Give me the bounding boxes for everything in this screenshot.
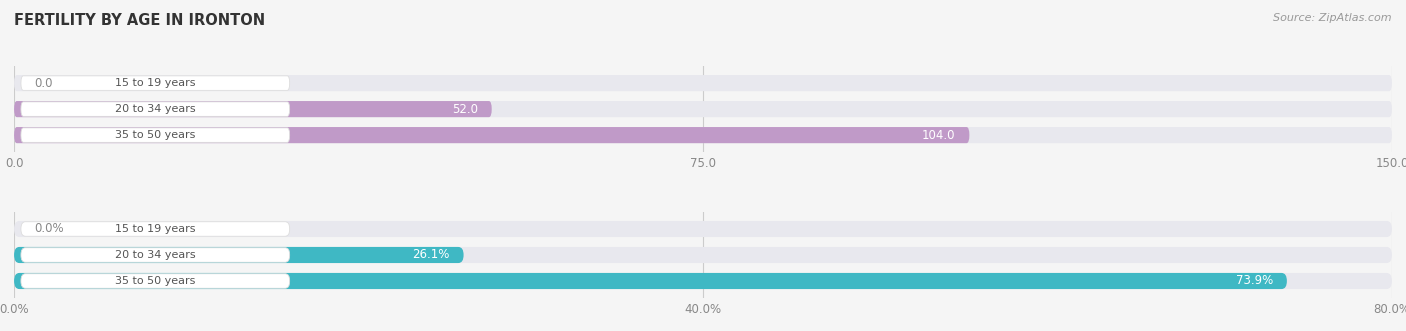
Text: 15 to 19 years: 15 to 19 years: [115, 224, 195, 234]
Text: 20 to 34 years: 20 to 34 years: [115, 250, 195, 260]
FancyBboxPatch shape: [14, 273, 1286, 289]
Text: 0.0%: 0.0%: [35, 222, 65, 235]
Text: 35 to 50 years: 35 to 50 years: [115, 276, 195, 286]
FancyBboxPatch shape: [21, 248, 290, 262]
Text: 20 to 34 years: 20 to 34 years: [115, 104, 195, 114]
Text: 104.0: 104.0: [922, 129, 956, 142]
Text: Source: ZipAtlas.com: Source: ZipAtlas.com: [1274, 13, 1392, 23]
FancyBboxPatch shape: [21, 274, 290, 288]
Text: 52.0: 52.0: [451, 103, 478, 116]
FancyBboxPatch shape: [14, 75, 1392, 91]
FancyBboxPatch shape: [14, 127, 1392, 143]
FancyBboxPatch shape: [21, 128, 290, 142]
Text: 35 to 50 years: 35 to 50 years: [115, 130, 195, 140]
FancyBboxPatch shape: [14, 247, 1392, 263]
FancyBboxPatch shape: [21, 102, 290, 117]
Text: 26.1%: 26.1%: [412, 249, 450, 261]
FancyBboxPatch shape: [14, 247, 464, 263]
FancyBboxPatch shape: [21, 222, 290, 236]
Text: FERTILITY BY AGE IN IRONTON: FERTILITY BY AGE IN IRONTON: [14, 13, 266, 28]
FancyBboxPatch shape: [14, 273, 1392, 289]
FancyBboxPatch shape: [14, 127, 969, 143]
Text: 0.0: 0.0: [35, 76, 53, 90]
Text: 15 to 19 years: 15 to 19 years: [115, 78, 195, 88]
FancyBboxPatch shape: [21, 76, 290, 90]
Text: 73.9%: 73.9%: [1236, 274, 1272, 288]
FancyBboxPatch shape: [14, 101, 492, 117]
FancyBboxPatch shape: [14, 221, 1392, 237]
FancyBboxPatch shape: [14, 101, 1392, 117]
